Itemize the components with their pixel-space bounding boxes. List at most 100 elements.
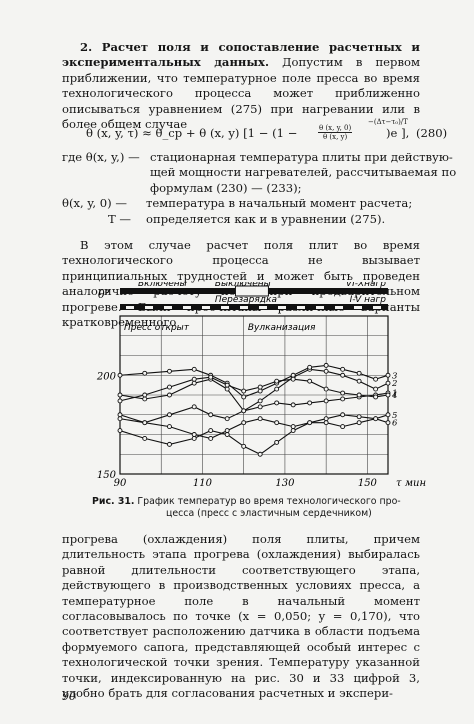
data-point bbox=[241, 443, 247, 449]
heater-bar-segment bbox=[354, 306, 362, 309]
section-intro: 2. Расчет поля и сопоставление расчетных… bbox=[62, 40, 420, 132]
heater-bar-segment bbox=[297, 306, 305, 309]
series-label: 4 bbox=[391, 391, 397, 401]
x-tick-label: 150 bbox=[358, 478, 378, 489]
heater-bar-segment bbox=[126, 306, 134, 309]
series-label: 3 bbox=[392, 371, 397, 381]
data-point bbox=[340, 366, 346, 372]
definition-term: T — bbox=[108, 211, 132, 226]
page-number: 90 bbox=[62, 690, 76, 703]
data-point bbox=[167, 368, 172, 374]
chart-svg: 90 110 130 150 150 200 θ° τ мин Включены Выключен… bbox=[96, 282, 426, 489]
series-line-5 bbox=[119, 414, 389, 439]
data-point bbox=[340, 372, 346, 378]
data-point bbox=[373, 386, 379, 392]
equation-tail: )e ], bbox=[386, 126, 410, 140]
data-point bbox=[385, 392, 391, 398]
data-point bbox=[323, 420, 329, 426]
section-heading: 2. Расчет поля и сопоставление расчетных… bbox=[62, 40, 420, 70]
heater-bar-segment bbox=[240, 306, 248, 309]
series-line-2 bbox=[119, 368, 389, 412]
heater-bar-segment bbox=[259, 306, 267, 309]
data-point bbox=[208, 374, 214, 380]
y-tick-label: 200 bbox=[96, 371, 117, 382]
chart-annotation: VI-Хнагр bbox=[346, 282, 386, 289]
equation-280: θ (x, y, τ) ≈ θ_ср + θ (x, y) [1 − (1 − … bbox=[86, 118, 447, 148]
data-point bbox=[307, 420, 313, 426]
data-point bbox=[356, 378, 362, 384]
definition-text: формулам (230) — (233); bbox=[150, 180, 302, 195]
paragraph-bottom-text: прогрева (охлаждения) поля плиты, причем… bbox=[62, 532, 420, 701]
data-point bbox=[356, 420, 362, 426]
data-point bbox=[340, 412, 346, 418]
chart-annotation: I-V нагр bbox=[350, 295, 387, 305]
chart-annotation: Вулканизация bbox=[248, 323, 316, 333]
definition-row: щей мощности нагревателей, рассчитываема… bbox=[62, 165, 456, 180]
data-point bbox=[117, 392, 123, 398]
data-point bbox=[274, 378, 280, 384]
data-point bbox=[117, 428, 123, 434]
data-point bbox=[274, 400, 280, 406]
data-point bbox=[142, 392, 148, 398]
caption-line-2: цесса (пресс с эластичным сердечником) bbox=[166, 508, 372, 519]
data-point bbox=[257, 404, 263, 410]
data-point bbox=[323, 386, 329, 392]
data-point bbox=[142, 370, 148, 376]
data-point bbox=[241, 388, 247, 394]
data-point bbox=[191, 366, 197, 372]
data-point bbox=[241, 420, 247, 426]
data-point bbox=[307, 400, 313, 406]
chart-annotation: Пресс открыт bbox=[124, 323, 190, 333]
definition-row: где θ(x, y,) — стационарная температура … bbox=[62, 150, 453, 165]
definition-row: T — определяется как и в уравнении (275)… bbox=[62, 212, 430, 227]
data-point bbox=[241, 408, 247, 414]
data-point bbox=[257, 388, 263, 394]
data-point bbox=[224, 428, 230, 434]
data-point bbox=[307, 364, 313, 370]
heater-bar-bottom bbox=[120, 304, 388, 310]
heater-bar-segment bbox=[316, 306, 324, 309]
data-point bbox=[356, 392, 362, 398]
data-point bbox=[373, 416, 379, 422]
paragraph-bottom: прогрева (охлаждения) поля плиты, причем… bbox=[62, 532, 420, 701]
data-point bbox=[307, 378, 313, 384]
data-point bbox=[356, 414, 362, 420]
data-point bbox=[373, 376, 379, 382]
heater-bar-segment bbox=[202, 306, 210, 309]
data-point bbox=[191, 376, 197, 382]
data-point bbox=[208, 428, 214, 434]
definition-text: определяется как и в уравнении (275). bbox=[146, 211, 386, 226]
data-point bbox=[274, 439, 280, 445]
series-line-3 bbox=[119, 364, 389, 398]
data-point bbox=[117, 398, 123, 404]
definitions: где θ(x, y,) — стационарная температура … bbox=[62, 150, 456, 227]
paragraph-mid-text: В этом случае расчет поля плит во время … bbox=[62, 238, 420, 330]
data-point bbox=[385, 420, 391, 426]
data-point bbox=[191, 432, 197, 437]
x-axis-label: τ мин bbox=[396, 478, 426, 489]
data-point bbox=[142, 435, 148, 441]
data-point bbox=[208, 412, 214, 418]
data-point bbox=[117, 412, 123, 418]
paragraph-mid: В этом случае расчет поля плит во время … bbox=[62, 238, 420, 330]
data-point bbox=[224, 432, 230, 437]
data-point bbox=[385, 412, 391, 418]
heater-bar-gap bbox=[234, 285, 269, 297]
heater-bar-segment bbox=[278, 306, 286, 309]
data-point bbox=[323, 368, 329, 374]
data-point bbox=[191, 404, 197, 410]
data-point bbox=[323, 362, 329, 368]
data-point bbox=[167, 392, 172, 398]
heater-bar-segment bbox=[145, 306, 153, 309]
data-point bbox=[340, 396, 346, 402]
data-point bbox=[257, 384, 263, 390]
equation-exponent: −(Δτ−τ₀)/T bbox=[368, 118, 408, 126]
definition-text: температура в начальный момент расчета; bbox=[146, 196, 413, 211]
caption-line-1: График температур во время технологическ… bbox=[137, 496, 401, 507]
data-point bbox=[274, 386, 280, 392]
data-point bbox=[241, 394, 247, 400]
heater-bar-segment bbox=[221, 306, 229, 309]
data-point bbox=[290, 376, 296, 382]
series-label: 5 bbox=[392, 411, 397, 421]
